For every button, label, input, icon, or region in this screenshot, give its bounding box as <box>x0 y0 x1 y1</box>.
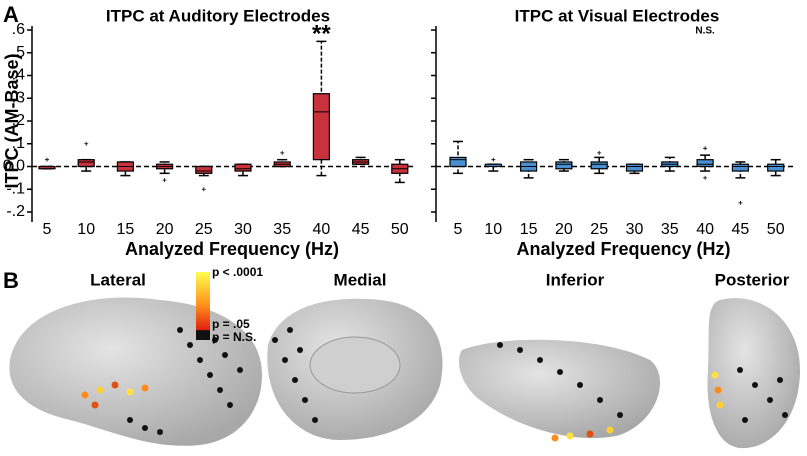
chart-title: ITPC at Auditory Electrodes <box>106 6 330 25</box>
box <box>234 163 252 172</box>
outlier <box>703 146 708 151</box>
x-tick-label: 30 <box>626 221 644 238</box>
x-tick-label: 40 <box>696 221 714 238</box>
y-tick-label: .5 <box>12 44 25 61</box>
box <box>312 93 330 161</box>
x-tick-label: 35 <box>273 221 291 238</box>
y-tick-label: .3 <box>12 89 25 106</box>
outlier <box>491 157 496 162</box>
colorbar-label: p = .05 <box>212 317 250 331</box>
x-tick-label: 15 <box>117 221 135 238</box>
view-label: Posterior <box>715 270 790 289</box>
annotation: ** <box>312 20 331 47</box>
box <box>731 163 750 172</box>
x-tick-label: 25 <box>195 221 213 238</box>
y-tick-label: .1 <box>12 135 25 152</box>
y-tick-label: .4 <box>12 67 25 84</box>
outlier <box>703 175 708 180</box>
box <box>77 159 95 168</box>
y-tick-label: 0.0 <box>3 158 25 175</box>
box <box>195 165 213 174</box>
box <box>696 159 714 168</box>
x-tick-label: 50 <box>391 221 409 238</box>
x-tick-label: 20 <box>156 221 174 238</box>
brain-images <box>9 272 800 449</box>
x-axis-label: Analyzed Frequency (Hz) <box>125 239 339 259</box>
box <box>449 156 467 168</box>
outlier <box>162 178 167 183</box>
box <box>625 163 644 172</box>
annotation: N.S. <box>695 26 715 37</box>
y-tick-label: .6 <box>12 21 25 38</box>
x-axis-label: Analyzed Frequency (Hz) <box>516 239 730 259</box>
outlier <box>280 150 285 155</box>
x-tick-label: 45 <box>732 221 750 238</box>
y-axis-label: ITPC (AM-Base) <box>2 53 22 188</box>
x-tick-label: 30 <box>234 221 252 238</box>
outlier <box>45 157 49 162</box>
x-tick-label: 10 <box>77 221 95 238</box>
outlier <box>597 150 602 155</box>
x-tick-label: 15 <box>520 221 538 238</box>
box <box>555 161 573 170</box>
box <box>590 161 608 170</box>
y-tick-label: .2 <box>12 112 25 129</box>
colorbar-label: p = N.S. <box>212 330 256 344</box>
x-tick-label: 40 <box>313 221 331 238</box>
view-label: Inferior <box>546 270 605 289</box>
outlier <box>201 187 206 192</box>
outlier <box>84 141 89 146</box>
view-label: Lateral <box>90 270 146 289</box>
panel-label: B <box>3 268 19 293</box>
x-tick-label: 20 <box>555 221 573 238</box>
y-tick-label: -.2 <box>6 203 25 220</box>
view-label: Medial <box>334 270 387 289</box>
box <box>767 163 785 172</box>
x-tick-label: 45 <box>352 221 370 238</box>
x-tick-label: 5 <box>43 221 52 238</box>
x-tick-label: 10 <box>484 221 502 238</box>
chart-title: ITPC at Visual Electrodes <box>515 6 720 25</box>
y-tick-label: -.1 <box>6 180 25 197</box>
x-tick-label: 35 <box>661 221 679 238</box>
colorbar-label: p < .0001 <box>212 265 263 279</box>
x-tick-label: 25 <box>590 221 608 238</box>
x-tick-label: 50 <box>767 221 785 238</box>
panel-label: A <box>3 2 19 27</box>
outlier <box>738 200 743 205</box>
x-tick-label: 5 <box>454 221 463 238</box>
